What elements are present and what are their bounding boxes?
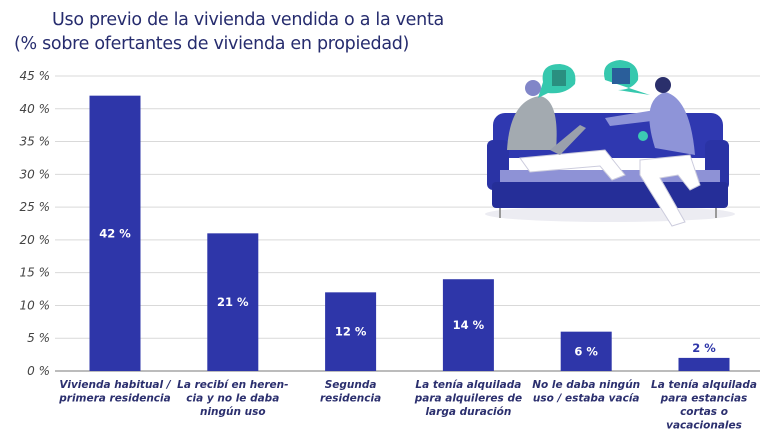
x-tick-label: para estancias: [660, 393, 748, 405]
data-label: 21 %: [217, 295, 249, 309]
bar: [560, 331, 612, 371]
y-tick-label: 10 %: [20, 298, 51, 312]
y-tick-label: 30 %: [20, 167, 51, 181]
x-tick-label: uso / estaba vacía: [533, 393, 640, 405]
sofa-illustration: [485, 60, 735, 227]
x-tick-label: La tenía alquilada: [415, 379, 521, 391]
y-tick-label: 20 %: [20, 233, 51, 247]
bar: [325, 292, 377, 371]
x-tick-label: Segunda: [325, 379, 377, 391]
y-tick-label: 35 %: [20, 135, 51, 149]
x-tick-label: cortas o: [680, 406, 728, 418]
data-label: 6 %: [574, 344, 598, 358]
x-tick-label: Vivienda habitual /: [59, 379, 171, 391]
y-tick-label: 15 %: [20, 266, 51, 280]
y-tick-label: 40 %: [20, 102, 51, 116]
x-tick-label: ningún uso: [200, 406, 266, 418]
chart-title-line-1: Uso previo de la vivienda vendida o a la…: [52, 10, 444, 30]
x-tick-label: vacacionales: [666, 420, 742, 432]
x-tick-label: para alquileres de: [414, 393, 522, 405]
y-tick-label: 5 %: [27, 331, 50, 345]
x-tick-label: residencia: [320, 393, 381, 405]
chart-title-line-2: (% sobre ofertantes de vivienda en propi…: [14, 34, 410, 54]
x-tick-label: larga duración: [425, 406, 511, 418]
bar: [442, 279, 494, 371]
bar: [207, 233, 259, 371]
chart-title: Uso previo de la vivienda vendida o a la…: [14, 8, 444, 56]
x-tick-label: primera residencia: [58, 393, 170, 405]
bar: [678, 357, 730, 371]
bar: [89, 95, 141, 372]
x-tick-label: La tenía alquilada: [651, 379, 757, 391]
x-tick-label: La recibí en heren-: [177, 379, 288, 391]
x-tick-label: No le daba ningún: [532, 379, 640, 391]
data-label: 12 %: [335, 325, 367, 339]
data-label: 2 %: [692, 341, 716, 355]
data-label: 14 %: [453, 318, 485, 332]
y-tick-label: 25 %: [20, 200, 51, 214]
x-tick-label: cia y no le daba: [186, 393, 279, 405]
data-label: 42 %: [99, 226, 131, 240]
y-tick-label: 45 %: [20, 69, 51, 83]
y-tick-label: 0 %: [27, 364, 50, 378]
